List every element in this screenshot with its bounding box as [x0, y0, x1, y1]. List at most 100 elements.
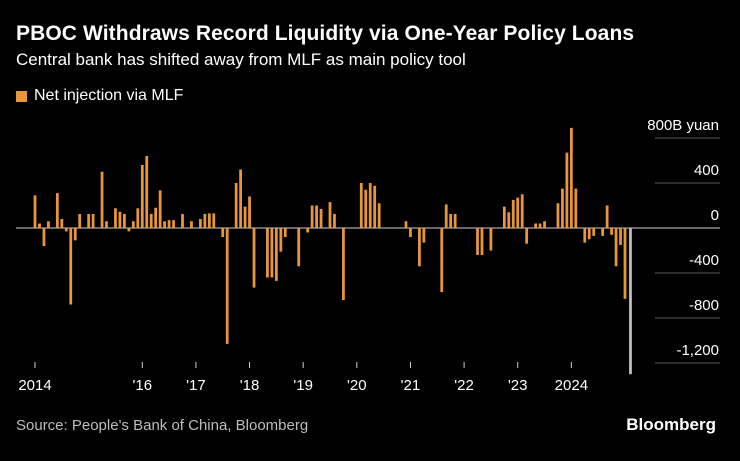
bar-latest — [629, 228, 632, 375]
bar — [38, 223, 41, 228]
y-tick-label: 400 — [694, 162, 719, 179]
bar — [136, 208, 140, 228]
bar — [315, 205, 318, 228]
bar — [328, 202, 332, 228]
bar — [149, 213, 153, 228]
bar — [266, 228, 269, 278]
legend: Net injection via MLF — [16, 87, 183, 105]
bar — [283, 228, 287, 237]
bar — [480, 228, 484, 255]
legend-label: Net injection via MLF — [34, 87, 184, 104]
bar — [207, 213, 211, 228]
bar — [610, 228, 613, 235]
bar — [587, 228, 591, 240]
bar — [118, 211, 122, 228]
x-tick-label: '22 — [454, 377, 474, 394]
x-tick-label: '16 — [132, 377, 152, 394]
y-tick-label: -800 — [689, 297, 719, 314]
bar — [69, 228, 73, 305]
bar — [127, 228, 131, 232]
bar — [60, 219, 64, 228]
bar — [87, 213, 91, 228]
bar — [409, 228, 412, 237]
bar — [583, 228, 587, 243]
bar — [274, 228, 278, 281]
bar — [123, 213, 126, 228]
x-tick-label: '18 — [240, 377, 260, 394]
bar — [368, 183, 372, 228]
bar — [561, 188, 564, 228]
bar — [279, 228, 283, 252]
bar — [605, 205, 609, 228]
bar — [33, 195, 37, 228]
bar — [543, 221, 546, 228]
bar — [525, 228, 529, 244]
x-tick-label: '19 — [293, 377, 313, 394]
bar — [333, 213, 336, 228]
bar — [105, 221, 108, 228]
bar — [239, 169, 242, 228]
bar — [181, 213, 184, 228]
bar — [440, 228, 444, 293]
bar — [306, 228, 310, 233]
bar — [131, 221, 135, 228]
bar — [163, 221, 167, 228]
bar — [234, 183, 238, 228]
bar — [190, 221, 193, 228]
bar — [623, 228, 627, 299]
source-note: Source: People's Bank of China, Bloomber… — [16, 417, 309, 434]
y-tick-label: -1,200 — [676, 342, 719, 359]
bloomberg-logo: Bloomberg — [626, 415, 716, 434]
bar — [507, 212, 511, 228]
bar — [364, 189, 368, 228]
bar — [538, 223, 542, 228]
x-tick-label: '17 — [186, 377, 206, 394]
bar — [516, 197, 520, 228]
bar — [444, 204, 448, 228]
bar — [359, 183, 363, 228]
x-tick-label: 2024 — [555, 377, 588, 394]
bar — [614, 228, 618, 267]
bar — [534, 223, 537, 228]
bar — [225, 228, 229, 344]
x-tick-label: '23 — [508, 377, 528, 394]
bar — [252, 228, 256, 288]
bar — [297, 228, 301, 267]
bar — [172, 220, 175, 228]
y-tick-label: -400 — [689, 252, 719, 269]
bar — [198, 219, 202, 228]
bar — [158, 190, 162, 228]
legend-swatch — [16, 90, 27, 102]
bar — [422, 228, 426, 243]
bar — [100, 171, 104, 228]
bar — [167, 220, 171, 228]
bar — [310, 205, 314, 228]
bar — [377, 203, 381, 228]
bar — [489, 228, 493, 251]
bar — [511, 199, 515, 228]
bar — [145, 156, 149, 228]
bar — [556, 203, 560, 228]
bar — [42, 228, 46, 246]
bar — [47, 221, 50, 228]
bar — [619, 228, 622, 245]
bar — [601, 228, 605, 236]
bar — [78, 213, 82, 228]
bar — [592, 228, 596, 236]
bar — [565, 152, 569, 228]
y-tick-label: 0 — [711, 207, 719, 224]
bar — [154, 207, 158, 228]
bar — [453, 213, 457, 228]
x-tick-label: '21 — [401, 377, 421, 394]
bar — [243, 206, 247, 228]
bar — [373, 185, 377, 228]
bar — [418, 228, 421, 267]
bar — [203, 213, 207, 228]
bar — [140, 165, 144, 228]
bar — [270, 228, 274, 278]
bar — [569, 127, 573, 228]
bar — [114, 208, 117, 228]
y-tick-label: 800B yuan — [647, 117, 719, 134]
bar — [502, 206, 506, 228]
